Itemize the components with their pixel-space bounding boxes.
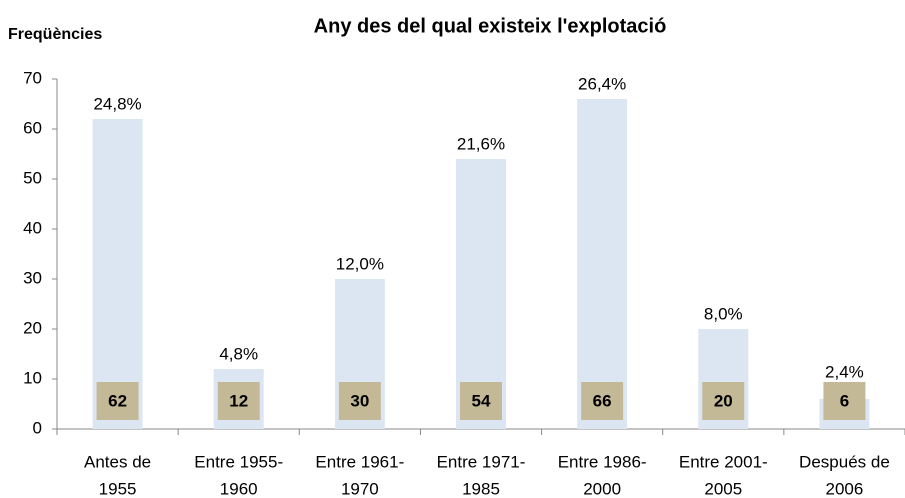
value-label-box xyxy=(338,382,381,420)
share-label: 24,8% xyxy=(93,94,141,113)
x-tick-label: Entre 2001- xyxy=(679,452,768,471)
value-label: 20 xyxy=(714,391,733,410)
x-tick-label: Entre 1971- xyxy=(437,452,526,471)
value-label-box xyxy=(96,382,139,420)
value-label-box xyxy=(581,382,624,420)
x-tick-label: 2005 xyxy=(704,479,742,498)
value-label-box xyxy=(460,382,502,420)
x-tick-label: 1970 xyxy=(341,479,379,498)
y-tick-label: 70 xyxy=(23,68,42,87)
share-label: 4,8% xyxy=(219,344,258,363)
value-label: 66 xyxy=(593,391,612,410)
share-label: 2,4% xyxy=(825,362,864,381)
value-label: 30 xyxy=(350,391,369,410)
x-tick-label: 1955 xyxy=(99,479,137,498)
y-tick-label: 0 xyxy=(33,418,42,437)
y-tick-label: 20 xyxy=(23,318,42,337)
y-axis-label: Freqüències xyxy=(8,26,102,43)
bar xyxy=(577,99,628,429)
x-tick-label: 2000 xyxy=(583,479,621,498)
value-label-box xyxy=(823,382,866,420)
value-label: 62 xyxy=(108,391,127,410)
x-tick-label: 1985 xyxy=(462,479,500,498)
value-label: 12 xyxy=(229,391,248,410)
y-tick-label: 60 xyxy=(23,118,42,137)
share-label: 12,0% xyxy=(336,254,384,273)
share-label: 8,0% xyxy=(704,304,743,323)
value-label-box xyxy=(217,382,260,420)
bar xyxy=(92,119,143,429)
chart-title: Any des del qual existeix l'explotació xyxy=(314,15,667,37)
share-label: 26,4% xyxy=(578,74,626,93)
y-tick-label: 30 xyxy=(23,268,42,287)
value-label: 54 xyxy=(472,391,491,410)
x-tick-label: Antes de xyxy=(84,452,151,471)
value-label-box xyxy=(702,382,745,420)
x-tick-label: Entre 1961- xyxy=(315,452,404,471)
y-tick-label: 40 xyxy=(23,218,42,237)
value-label: 6 xyxy=(840,391,849,410)
x-tick-label: Entre 1955- xyxy=(194,452,283,471)
y-tick-label: 50 xyxy=(23,168,42,187)
x-tick-label: Después de xyxy=(799,452,890,471)
x-tick-label: 1960 xyxy=(220,479,258,498)
share-label: 21,6% xyxy=(457,134,505,153)
y-tick-label: 10 xyxy=(23,368,42,387)
x-tick-label: 2006 xyxy=(826,479,864,498)
x-tick-label: Entre 1986- xyxy=(558,452,647,471)
